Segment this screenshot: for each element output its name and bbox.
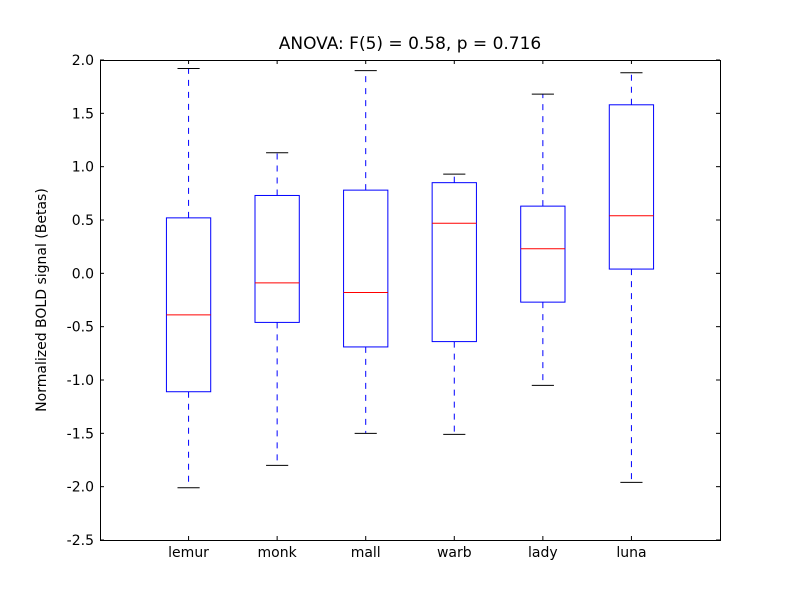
x-tick-label: warb	[437, 545, 472, 561]
plot-frame	[100, 60, 721, 541]
y-tick-label: 2.0	[72, 53, 94, 69]
y-tick-label: 1.5	[72, 106, 94, 122]
x-tick-label: monk	[258, 545, 298, 561]
y-tick-label: -1.5	[67, 426, 94, 442]
box-warb	[431, 182, 477, 343]
box-luna	[608, 104, 655, 270]
x-tick-label: lemur	[168, 545, 209, 561]
box-lady	[520, 205, 566, 303]
y-tick-label: -2.0	[67, 480, 94, 496]
y-tick-label: -2.5	[67, 533, 94, 549]
y-tick-label: -1.0	[67, 373, 94, 389]
y-tick-label: -0.5	[67, 320, 94, 336]
x-tick-label: lady	[528, 545, 558, 561]
y-tick-label: 0.0	[72, 266, 94, 282]
y-tick-label: 1.0	[72, 160, 94, 176]
box-monk	[254, 194, 300, 323]
chart-title: ANOVA: F(5) = 0.58, p = 0.716	[279, 34, 542, 54]
y-axis-label: Normalized BOLD signal (Betas)	[34, 188, 50, 412]
box-lemur	[165, 217, 212, 393]
x-tick-label: luna	[616, 545, 646, 561]
y-tick-label: 0.5	[72, 213, 94, 229]
box-mall	[343, 189, 389, 348]
x-tick-label: mall	[351, 545, 381, 561]
